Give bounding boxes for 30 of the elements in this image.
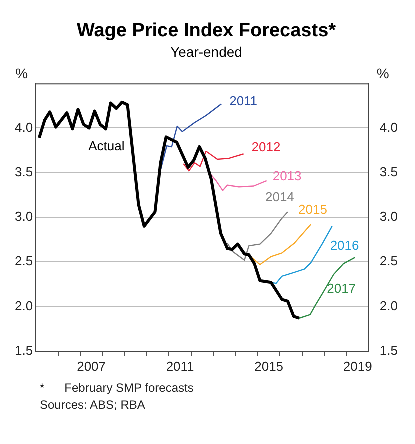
y-tick-label: 3.0 — [14, 209, 34, 224]
chart-subtitle: Year-ended — [170, 44, 242, 60]
y2-tick-label: 3.5 — [380, 164, 398, 180]
x-tick-label: 2019 — [343, 358, 372, 374]
y2-tick-label: 4.0 — [380, 120, 398, 135]
y2-tick-label: 3.0 — [380, 209, 398, 224]
series-label: 2017 — [327, 281, 356, 296]
series-label: 2013 — [272, 168, 302, 184]
text: * February SMP forecasts — [40, 380, 195, 397]
series-label: 2012 — [252, 140, 281, 155]
y-tick-label: 4.0 — [14, 120, 34, 135]
series-label: 2014 — [265, 190, 294, 205]
series-label: Actual — [88, 138, 125, 154]
y-tick-label: 1.5 — [14, 342, 34, 358]
y-tick-label: 3.5 — [14, 164, 34, 180]
x-tick-label: 2015 — [254, 358, 284, 374]
series-label: 2011 — [230, 94, 258, 109]
y2-tick-label: 1.5 — [380, 342, 398, 358]
y-tick-label: 2.5 — [14, 254, 34, 269]
source-note: Sources: ABS; RBA — [40, 397, 146, 414]
y-axis-title: % — [16, 65, 28, 82]
x-tick-label: 2007 — [77, 358, 106, 374]
series-label: 2016 — [330, 238, 360, 254]
series-label: 2015 — [298, 202, 328, 218]
x-tick-label: 2011 — [166, 358, 194, 374]
chart-title: Wage Price Index Forecasts* — [76, 20, 337, 42]
y2-axis-title: % — [376, 65, 390, 82]
y2-tick-label: 2.5 — [380, 254, 398, 269]
y-tick-label: 2.0 — [14, 298, 34, 314]
y2-tick-label: 2.0 — [380, 298, 398, 314]
